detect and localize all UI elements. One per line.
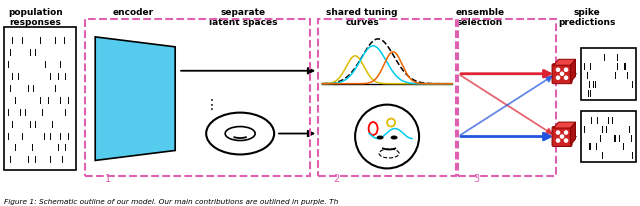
Polygon shape bbox=[554, 123, 575, 128]
Text: shared tuning
curves: shared tuning curves bbox=[326, 8, 398, 27]
Text: separate
latent spaces: separate latent spaces bbox=[209, 8, 277, 27]
Text: ensemble
selection: ensemble selection bbox=[456, 8, 504, 27]
Polygon shape bbox=[554, 60, 575, 66]
Circle shape bbox=[355, 105, 419, 169]
Bar bbox=[318, 20, 456, 177]
FancyBboxPatch shape bbox=[552, 127, 572, 147]
Circle shape bbox=[564, 139, 568, 142]
Text: Figure 1: Schematic outline of our model. Our main contributions are outlined in: Figure 1: Schematic outline of our model… bbox=[4, 198, 339, 204]
Bar bbox=[581, 49, 636, 100]
Circle shape bbox=[564, 77, 568, 80]
Bar bbox=[85, 20, 310, 177]
Text: encoder: encoder bbox=[113, 8, 154, 17]
Bar bbox=[581, 111, 636, 163]
Ellipse shape bbox=[206, 113, 274, 155]
Ellipse shape bbox=[390, 136, 397, 140]
Bar bbox=[4, 28, 76, 171]
Circle shape bbox=[564, 69, 568, 72]
Text: ⋮: ⋮ bbox=[205, 97, 219, 111]
Text: spike
predictions: spike predictions bbox=[558, 8, 616, 27]
Polygon shape bbox=[570, 60, 575, 83]
Circle shape bbox=[556, 131, 559, 135]
Circle shape bbox=[556, 139, 559, 142]
Circle shape bbox=[556, 69, 559, 72]
Bar bbox=[458, 20, 556, 177]
Circle shape bbox=[564, 131, 568, 135]
Polygon shape bbox=[95, 38, 175, 161]
FancyBboxPatch shape bbox=[552, 64, 572, 84]
Text: 1: 1 bbox=[105, 173, 111, 184]
Polygon shape bbox=[570, 123, 575, 145]
Circle shape bbox=[556, 77, 559, 80]
Text: 2: 2 bbox=[333, 173, 339, 184]
Ellipse shape bbox=[376, 136, 383, 140]
Circle shape bbox=[561, 73, 564, 76]
Text: 3: 3 bbox=[473, 173, 479, 184]
Circle shape bbox=[561, 135, 564, 138]
Text: population
responses: population responses bbox=[8, 8, 63, 27]
Ellipse shape bbox=[225, 127, 255, 141]
